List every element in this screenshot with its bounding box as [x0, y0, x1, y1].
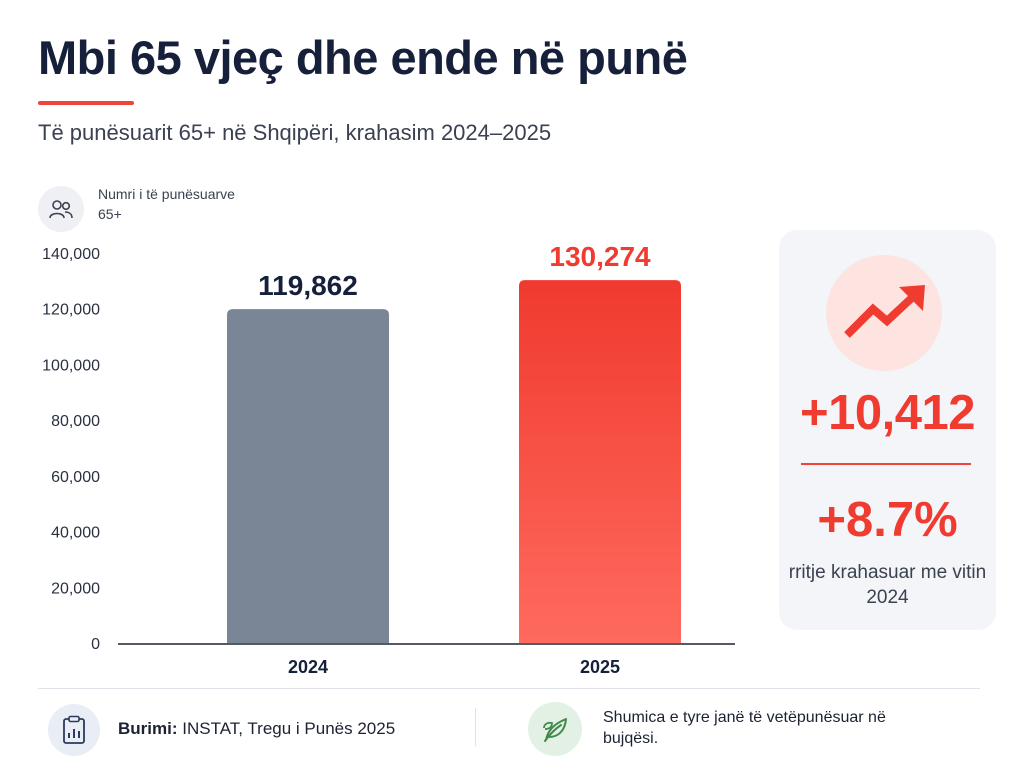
y-tick-label: 0	[91, 636, 100, 653]
y-tick-label: 20,000	[51, 580, 100, 597]
y-tick-label: 140,000	[42, 246, 100, 263]
source-text: Burimi: INSTAT, Tregu i Punës 2025	[118, 719, 395, 739]
y-tick-label: 80,000	[51, 413, 100, 430]
y-tick-label: 60,000	[51, 469, 100, 486]
value-label-2024: 119,862	[258, 270, 358, 301]
source-label: Burimi:	[118, 719, 178, 738]
source-value: INSTAT, Tregu i Punës 2025	[182, 719, 396, 738]
card-divider	[801, 463, 971, 465]
y-axis-legend: Numri i të punësuarve 65+	[38, 184, 238, 232]
title-accent-line	[38, 101, 134, 105]
clipboard-chart-icon	[48, 704, 100, 756]
absolute-change: +10,412	[800, 386, 976, 440]
value-label-2025: 130,274	[549, 241, 651, 272]
y-axis-label: Numri i të punësuarve 65+	[98, 186, 235, 222]
bar-2025	[519, 280, 681, 643]
people-icon	[38, 186, 84, 232]
footer-separator	[475, 708, 476, 746]
y-tick-label: 100,000	[42, 357, 100, 374]
change-description: rritje krahasuar me vitin 2024	[788, 562, 987, 608]
summary-card: +10,412 +8.7% rritje krahasuar me vitin …	[779, 230, 996, 630]
y-tick-label: 40,000	[51, 525, 100, 542]
page-title: Mbi 65 vjeç dhe ende në punë	[38, 31, 688, 84]
bar-chart: 0 20,000 40,000 60,000 80,000 100,000 120,000 1…	[42, 241, 735, 677]
trend-up-arrow-icon	[826, 255, 942, 371]
x-tick-label-2025: 2025	[580, 657, 620, 677]
note-text: Shumica e tyre janë të vetëpunësuar në b…	[603, 709, 886, 747]
x-tick-label-2024: 2024	[288, 657, 328, 677]
leaf-icon	[528, 702, 582, 756]
bar-2024	[227, 309, 389, 643]
page-subtitle: Të punësuarit 65+ në Shqipëri, krahasim …	[38, 120, 552, 145]
y-tick-label: 120,000	[42, 302, 100, 319]
footer-divider	[38, 688, 980, 689]
percent-change: +8.7%	[817, 493, 958, 547]
